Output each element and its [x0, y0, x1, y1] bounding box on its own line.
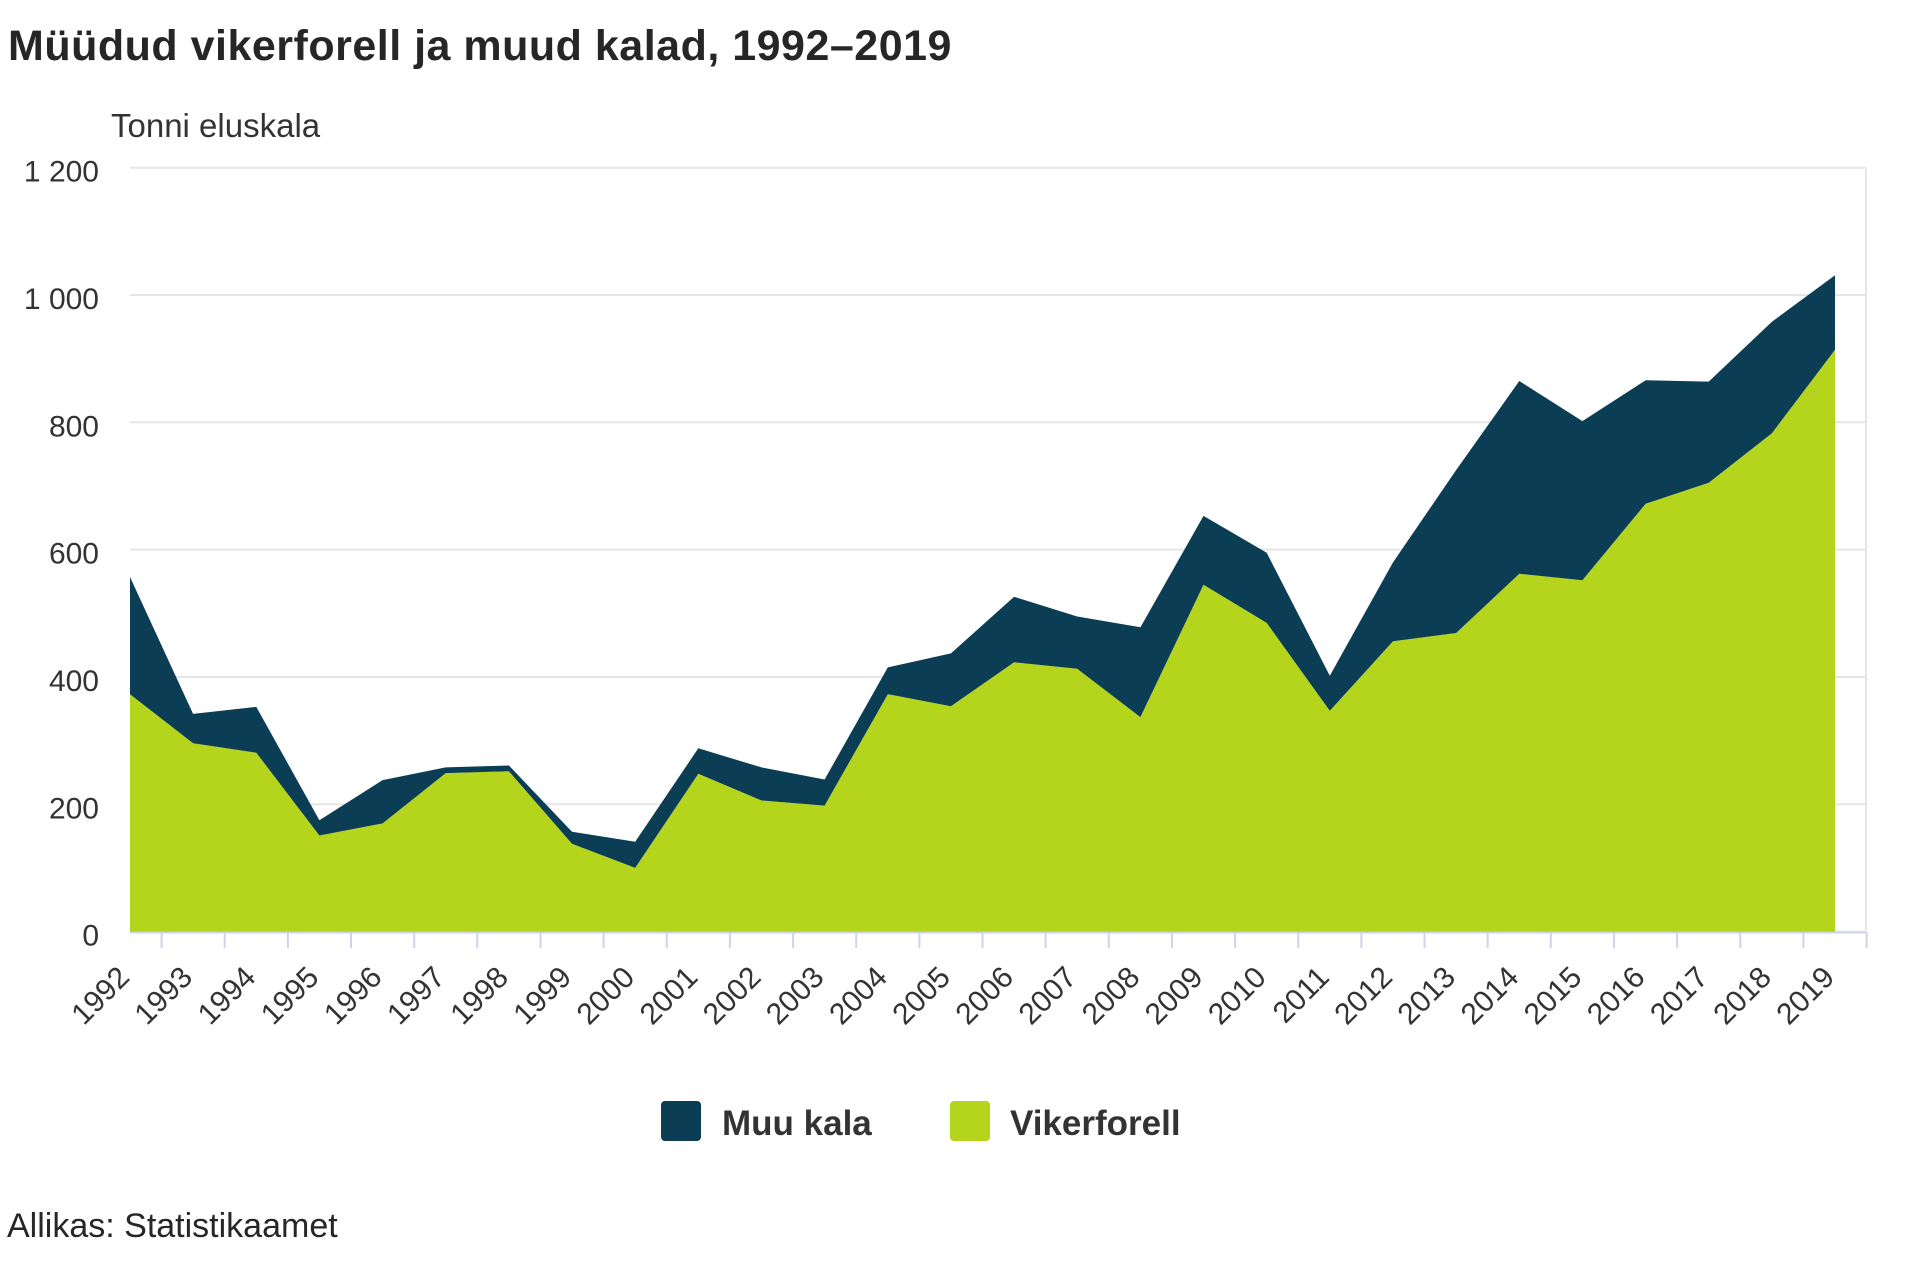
svg-text:0: 0	[82, 920, 99, 953]
svg-text:1 200: 1 200	[24, 156, 99, 189]
svg-text:200: 200	[49, 792, 99, 825]
svg-text:Tonni eluskala: Tonni eluskala	[111, 107, 321, 144]
svg-text:Allikas: Statistikaamet: Allikas: Statistikaamet	[7, 1207, 338, 1245]
svg-text:600: 600	[49, 538, 99, 571]
svg-text:Vikerforell: Vikerforell	[1010, 1104, 1181, 1143]
svg-text:400: 400	[49, 665, 99, 698]
svg-text:Müüdud vikerforell ja muud kal: Müüdud vikerforell ja muud kalad, 1992–2…	[8, 22, 952, 70]
svg-text:1 000: 1 000	[24, 283, 99, 316]
svg-text:800: 800	[49, 410, 99, 443]
svg-text:Muu kala: Muu kala	[722, 1104, 872, 1143]
